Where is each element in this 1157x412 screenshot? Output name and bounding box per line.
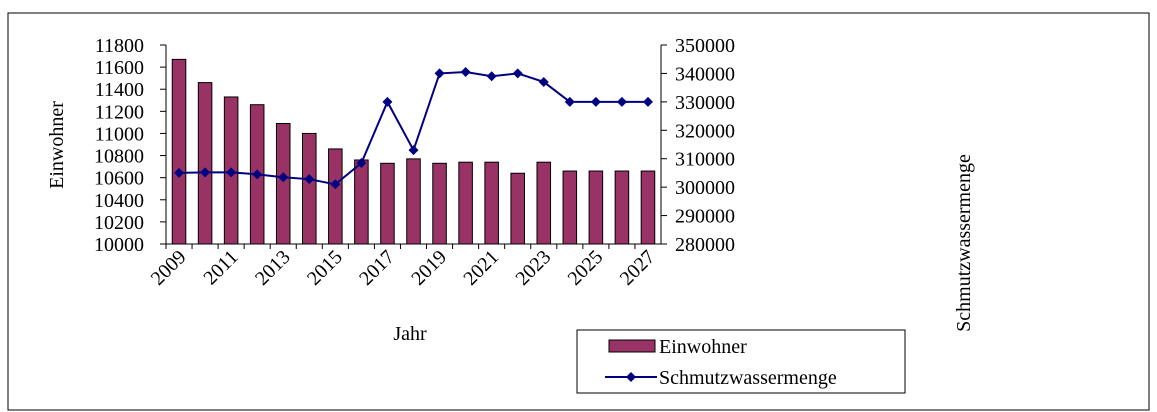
marker	[512, 68, 523, 79]
bar	[510, 172, 525, 245]
marker	[564, 96, 575, 107]
marker	[278, 172, 289, 183]
x-axis-label: Jahr	[393, 323, 427, 345]
marker	[382, 96, 393, 107]
marker	[330, 179, 341, 190]
bar	[536, 161, 552, 245]
legend-label: Schmutzwassermenge	[659, 367, 837, 389]
marker	[174, 167, 185, 178]
y2-tick-label: 310000	[675, 149, 735, 171]
y2-tick-label: 350000	[675, 35, 735, 57]
marker	[486, 71, 497, 82]
marker	[642, 96, 653, 107]
y-axis-label: Einwohner	[46, 101, 68, 189]
marker	[616, 96, 627, 107]
bar	[484, 161, 499, 245]
bar	[588, 170, 604, 245]
marker	[460, 67, 471, 78]
y-tick-label: 10000	[94, 234, 144, 256]
y-tick-label: 10800	[94, 146, 144, 168]
y2-tick-label: 280000	[675, 234, 735, 256]
bar	[354, 159, 369, 245]
marker	[226, 167, 237, 178]
bar	[640, 170, 656, 245]
bar	[458, 161, 473, 245]
y-tick-label: 11600	[95, 57, 144, 79]
y2-tick-label: 290000	[675, 206, 735, 228]
bar	[406, 158, 421, 245]
bar	[562, 170, 578, 245]
y-tick-label: 11200	[95, 101, 144, 123]
bar	[302, 132, 317, 245]
marker	[304, 174, 315, 185]
y2-tick-label: 330000	[675, 92, 735, 114]
marker	[252, 169, 263, 180]
marker	[356, 157, 367, 168]
y2-tick-label: 300000	[675, 177, 735, 199]
marker	[408, 145, 419, 156]
y-tick-label: 11800	[95, 35, 144, 57]
marker	[590, 96, 601, 107]
y2-axis-label: Schmutzwassermenge	[953, 154, 975, 332]
bar	[432, 162, 447, 245]
y-tick-label: 10400	[94, 190, 144, 212]
bar	[614, 170, 630, 245]
bar	[328, 148, 343, 245]
y2-tick-label: 320000	[675, 120, 735, 142]
bar	[275, 122, 291, 245]
marker	[538, 76, 549, 87]
legend-label: Einwohner	[659, 336, 747, 358]
marker	[200, 167, 211, 178]
marker	[434, 68, 445, 79]
bar	[197, 82, 213, 245]
legend-marker	[626, 372, 636, 382]
y-tick-label: 10200	[94, 212, 144, 234]
bar	[380, 162, 395, 245]
y-tick-label: 11000	[95, 123, 144, 145]
y-tick-label: 11400	[95, 79, 144, 101]
y2-tick-label: 340000	[675, 63, 735, 85]
bar	[171, 58, 187, 245]
legend-swatch	[608, 339, 656, 353]
y-tick-label: 10600	[94, 168, 144, 190]
